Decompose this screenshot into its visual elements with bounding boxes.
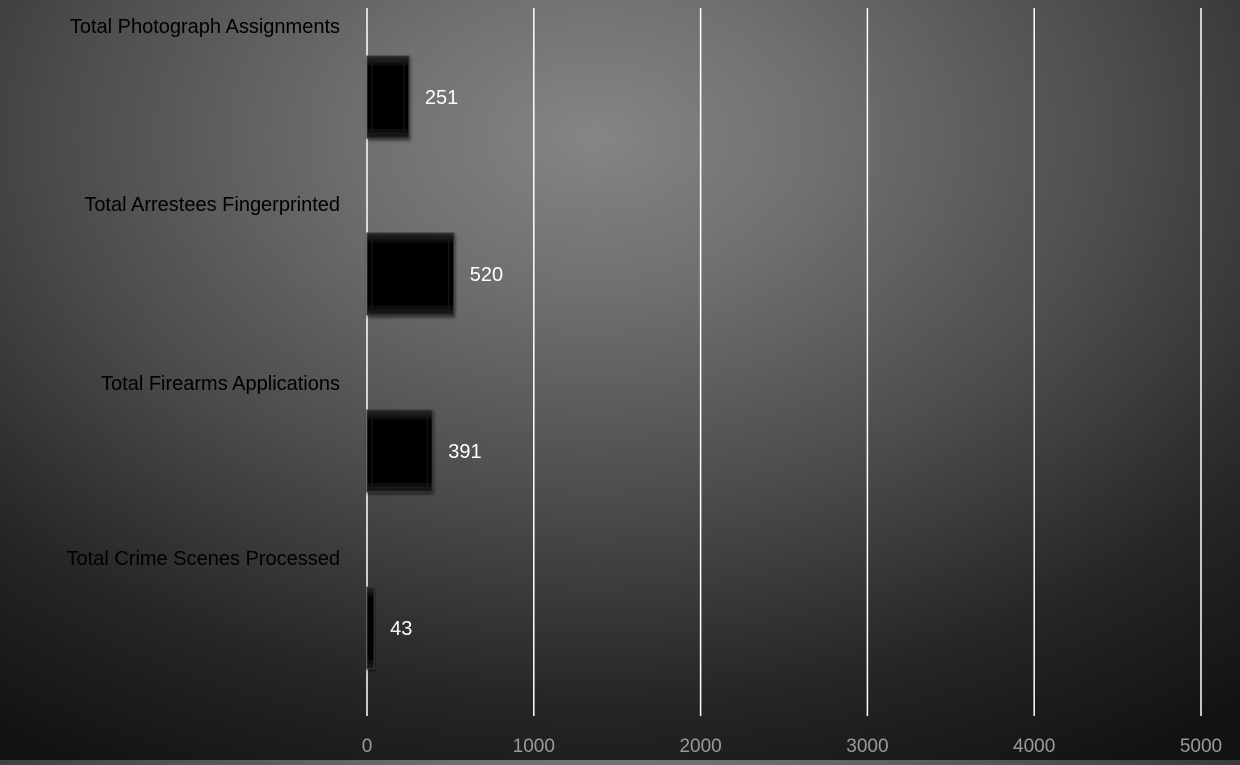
x-tick-label: 5000 bbox=[1180, 736, 1222, 757]
data-label: 43 bbox=[390, 618, 412, 640]
bar bbox=[366, 586, 375, 670]
x-tick-label: 2000 bbox=[679, 736, 721, 757]
gridlines bbox=[366, 8, 1202, 716]
data-label: 391 bbox=[448, 441, 481, 463]
bar bbox=[366, 409, 433, 493]
x-tick-label: 1000 bbox=[513, 736, 555, 757]
x-tick-label: 0 bbox=[362, 736, 373, 757]
category-label: Total Arrestees Fingerprinted bbox=[84, 194, 340, 216]
bar-bevel bbox=[371, 414, 428, 488]
category-label: Total Firearms Applications bbox=[101, 373, 340, 395]
bar bbox=[366, 55, 410, 139]
category-label: Total Photograph Assignments bbox=[70, 16, 340, 38]
bar-bevel bbox=[371, 60, 405, 134]
data-label: 251 bbox=[425, 87, 458, 109]
bar bbox=[366, 232, 455, 316]
x-tick-label: 3000 bbox=[846, 736, 888, 757]
data-label: 520 bbox=[470, 264, 503, 286]
bar-bevel bbox=[371, 237, 450, 311]
x-tick-label: 4000 bbox=[1013, 736, 1055, 757]
bars bbox=[366, 55, 455, 670]
labels: 0 1000 2000 3000 4000 5000 251 Total Photograph… bbox=[67, 16, 1223, 757]
category-label: Total Crime Scenes Processed bbox=[67, 548, 340, 570]
